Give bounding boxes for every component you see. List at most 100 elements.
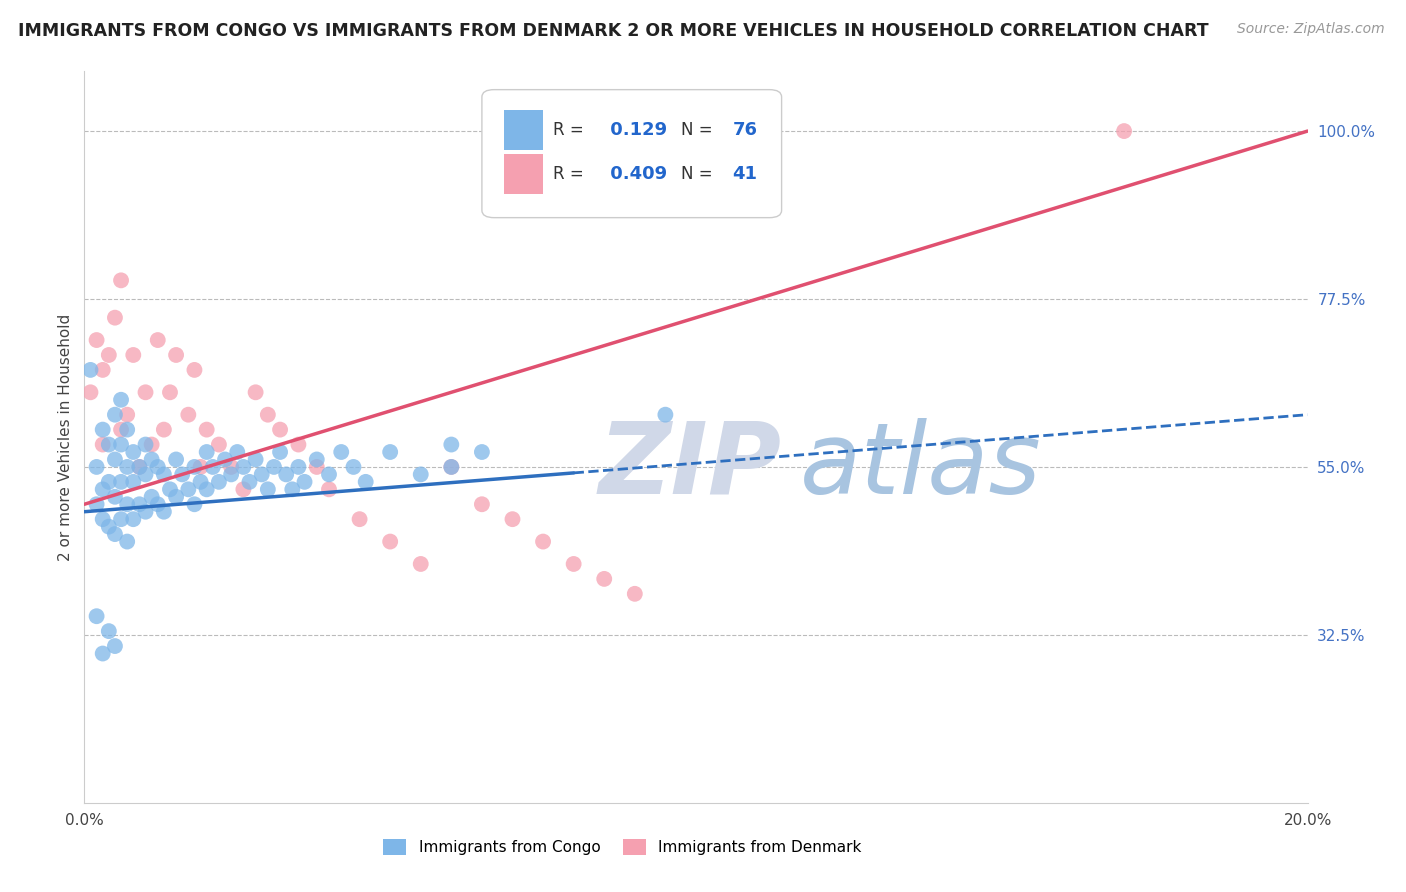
Point <box>86 333 108 347</box>
Point <box>287 437 309 451</box>
Point <box>471 497 494 511</box>
Point <box>128 459 150 474</box>
Point <box>281 483 304 497</box>
Point <box>214 452 236 467</box>
Point <box>110 512 132 526</box>
Point <box>91 363 114 377</box>
Point <box>122 445 145 459</box>
Point <box>245 385 267 400</box>
Point <box>122 475 145 489</box>
Point <box>86 609 108 624</box>
Text: N =: N = <box>682 165 718 183</box>
Point <box>86 497 108 511</box>
Point <box>269 423 291 437</box>
Point <box>146 497 169 511</box>
Point <box>342 459 364 474</box>
Text: R =: R = <box>553 165 589 183</box>
Point <box>219 459 242 474</box>
Point <box>153 467 176 482</box>
Point <box>250 467 273 482</box>
Point <box>195 483 218 497</box>
Point <box>122 348 145 362</box>
Text: 76: 76 <box>733 121 758 139</box>
Point <box>141 452 163 467</box>
Point <box>183 497 205 511</box>
Point <box>141 490 163 504</box>
Point <box>165 490 187 504</box>
Point <box>409 467 432 482</box>
Point <box>232 459 254 474</box>
Point <box>440 459 463 474</box>
Point <box>318 483 340 497</box>
Point <box>115 408 138 422</box>
Point <box>440 459 463 474</box>
Point <box>97 348 120 362</box>
Point <box>208 475 231 489</box>
Point <box>86 459 108 474</box>
Point <box>1114 124 1136 138</box>
Point <box>287 459 309 474</box>
Point <box>232 483 254 497</box>
Point <box>190 475 212 489</box>
Point <box>128 459 150 474</box>
Point <box>380 534 402 549</box>
Point <box>104 408 127 422</box>
Point <box>91 423 114 437</box>
Text: 41: 41 <box>733 165 758 183</box>
Y-axis label: 2 or more Vehicles in Household: 2 or more Vehicles in Household <box>58 313 73 561</box>
Point <box>104 527 127 541</box>
Point <box>97 519 120 533</box>
Point <box>104 310 127 325</box>
Point <box>257 408 280 422</box>
Point <box>305 459 328 474</box>
Point <box>531 534 554 549</box>
Point <box>245 452 267 467</box>
Point <box>146 459 169 474</box>
FancyBboxPatch shape <box>503 110 543 150</box>
Point <box>257 483 280 497</box>
Point <box>153 505 176 519</box>
Legend: Immigrants from Congo, Immigrants from Denmark: Immigrants from Congo, Immigrants from D… <box>377 833 868 861</box>
Point <box>128 497 150 511</box>
Text: atlas: atlas <box>800 417 1042 515</box>
Point <box>183 459 205 474</box>
Point <box>654 408 676 422</box>
Text: Source: ZipAtlas.com: Source: ZipAtlas.com <box>1237 22 1385 37</box>
Point <box>91 512 114 526</box>
Point <box>263 459 285 474</box>
Point <box>195 423 218 437</box>
Point <box>91 483 114 497</box>
Point <box>110 423 132 437</box>
Text: 0.129: 0.129 <box>605 121 668 139</box>
Point <box>624 587 647 601</box>
Point <box>183 363 205 377</box>
Point <box>91 647 114 661</box>
Point <box>440 437 463 451</box>
Point <box>305 452 328 467</box>
Point <box>135 437 157 451</box>
Point <box>172 467 194 482</box>
Point <box>190 459 212 474</box>
Point <box>79 385 101 400</box>
Point <box>294 475 316 489</box>
Point <box>165 452 187 467</box>
FancyBboxPatch shape <box>482 90 782 218</box>
Point <box>110 392 132 407</box>
Point <box>159 385 181 400</box>
Point <box>91 437 114 451</box>
Point <box>104 490 127 504</box>
Point <box>97 437 120 451</box>
Text: ZIP: ZIP <box>598 417 782 515</box>
Text: 0.409: 0.409 <box>605 165 668 183</box>
Point <box>135 505 157 519</box>
Point <box>115 534 138 549</box>
Point <box>115 497 138 511</box>
Point <box>276 467 298 482</box>
Point <box>153 423 176 437</box>
Point <box>146 333 169 347</box>
Point <box>238 475 260 489</box>
Point <box>110 437 132 451</box>
Point <box>110 273 132 287</box>
Point <box>593 572 616 586</box>
Text: N =: N = <box>682 121 718 139</box>
